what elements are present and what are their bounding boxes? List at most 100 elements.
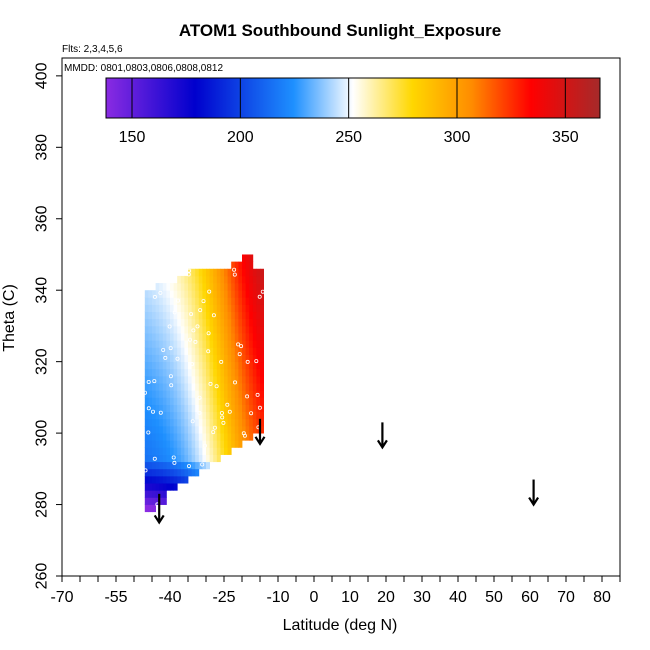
heatmap-cell	[162, 340, 167, 348]
heatmap-cell	[213, 361, 218, 370]
heatmap-cell	[170, 447, 174, 455]
heatmap-cell	[155, 283, 160, 291]
measurement-marker	[158, 410, 163, 415]
heatmap-cell	[177, 383, 182, 391]
heatmap-cell	[213, 333, 218, 341]
heatmap-cell	[209, 304, 214, 313]
heatmap-cell	[224, 440, 228, 448]
heatmap-cell	[256, 390, 261, 398]
heatmap-cell	[245, 304, 250, 313]
heatmap-cell	[252, 311, 257, 320]
heatmap-cell	[184, 283, 189, 291]
heatmap-cell	[191, 318, 196, 327]
heatmap-cell	[155, 354, 160, 363]
heatmap-cell	[260, 304, 264, 313]
heatmap-cell	[227, 304, 232, 313]
heatmap-cell	[188, 283, 192, 291]
heatmap-cell	[202, 454, 207, 463]
heatmap-cell	[238, 290, 243, 298]
heatmap-cell	[220, 440, 225, 448]
heatmap-cell	[252, 397, 257, 405]
heatmap-cell	[198, 418, 203, 427]
heatmap-cell	[234, 318, 239, 327]
heatmap-cell	[152, 425, 156, 434]
heatmap-cell	[198, 404, 203, 413]
colorbar-tick-label: 150	[119, 129, 146, 146]
arrow-head	[254, 436, 266, 446]
colorbar-tick-label: 300	[444, 129, 471, 146]
heatmap-cell	[155, 368, 160, 377]
heatmap-cell	[166, 290, 171, 298]
heatmap-cell	[152, 383, 156, 391]
heatmap-cell	[152, 468, 156, 477]
heatmap-cell	[216, 283, 221, 291]
x-tick-label: -25	[212, 589, 235, 606]
heatmap-cell	[152, 404, 156, 413]
heatmap-cell	[188, 297, 192, 305]
heatmap-cell	[220, 311, 225, 320]
heatmap-cell	[224, 275, 228, 284]
heatmap-cell	[220, 418, 225, 427]
heatmap-cell	[252, 297, 257, 305]
heatmap-cell	[252, 354, 257, 363]
heatmap-cell	[245, 368, 250, 377]
heatmap-cell	[252, 411, 257, 420]
heatmap-cell	[155, 440, 160, 448]
heatmap-cell	[234, 347, 239, 355]
heatmap-cell	[213, 397, 218, 405]
heatmap-cell	[216, 368, 221, 377]
heatmap-cell	[242, 325, 246, 334]
heatmap-cell	[166, 433, 171, 441]
y-tick-label: 280	[34, 491, 51, 518]
measurement-marker	[150, 409, 155, 414]
heatmap-cell	[238, 440, 243, 448]
heatmap-cell	[188, 368, 192, 377]
heatmap-cell	[252, 375, 257, 384]
heatmap-cell	[206, 433, 210, 441]
heatmap-cell	[180, 404, 185, 413]
heatmap-cell	[202, 354, 207, 363]
heatmap-cell	[155, 483, 160, 491]
heatmap-cell	[170, 290, 174, 298]
heatmap-cell	[198, 347, 203, 355]
heatmap-cell	[242, 397, 246, 405]
heatmap-cell	[216, 404, 221, 413]
heatmap-cell	[242, 261, 246, 270]
heatmap-cell	[188, 347, 192, 355]
heatmap-cell	[213, 454, 218, 463]
y-tick-label: 380	[34, 134, 51, 161]
heatmap-cell	[159, 347, 164, 355]
heatmap-cell	[238, 347, 243, 355]
heatmap-cell	[256, 275, 261, 284]
heatmap-cell	[245, 397, 250, 405]
heatmap-cell	[198, 325, 203, 334]
heatmap-cell	[252, 404, 257, 413]
x-axis-label: Latitude (deg N)	[283, 617, 398, 634]
heatmap-cell	[213, 290, 218, 298]
heatmap-cell	[191, 283, 196, 291]
heatmap-cell	[159, 475, 164, 484]
dates-annotation: MMDD: 0801,0803,0806,0808,0812	[64, 63, 223, 74]
heatmap-cell	[256, 411, 261, 420]
heatmap-cell	[155, 425, 160, 434]
heatmap-cell	[220, 297, 225, 305]
heatmap-cell	[144, 290, 149, 298]
heatmap-cell	[184, 404, 189, 413]
heatmap-cell	[213, 433, 218, 441]
heatmap-cell	[245, 333, 250, 341]
heatmap-cell	[249, 433, 254, 441]
heatmap-cell	[231, 297, 236, 305]
heatmap-cell	[206, 354, 210, 363]
heatmap-cell	[249, 333, 254, 341]
heatmap-cell	[209, 361, 214, 370]
heatmap	[144, 254, 264, 513]
heatmap-cell	[177, 318, 182, 327]
heatmap-cell	[260, 318, 264, 327]
heatmap-cell	[216, 347, 221, 355]
heatmap-cell	[209, 425, 214, 434]
heatmap-cell	[170, 368, 174, 377]
heatmap-cell	[256, 418, 261, 427]
heatmap-cell	[159, 447, 164, 455]
heatmap-cell	[216, 275, 221, 284]
heatmap-cell	[144, 440, 149, 448]
